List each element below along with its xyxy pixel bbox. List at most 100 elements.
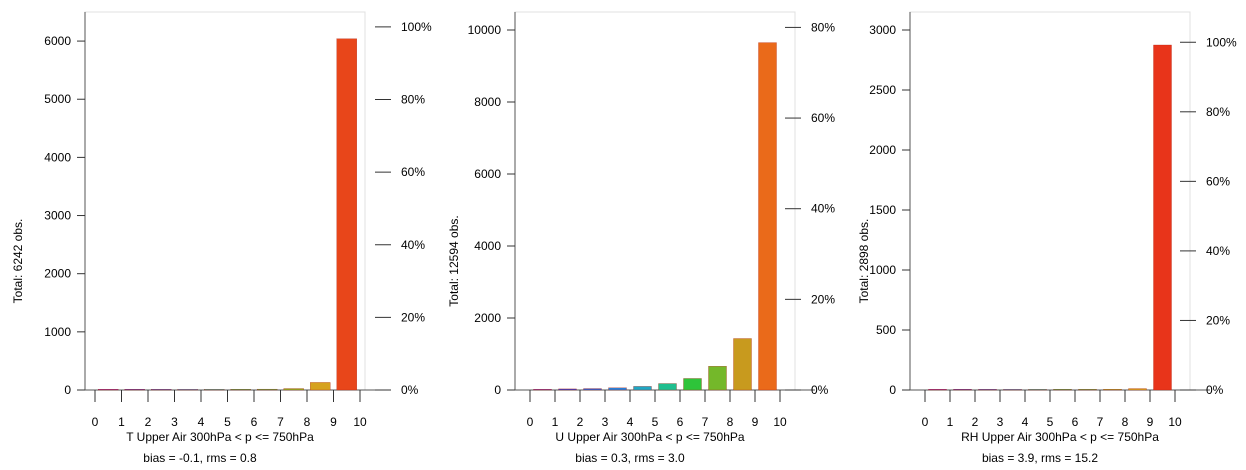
x-tick-label: 9 <box>752 415 759 429</box>
right-tick-label: 20% <box>401 310 425 324</box>
x-tick-label: 0 <box>922 415 929 429</box>
left-tick-label: 0 <box>494 383 501 397</box>
bar-4 <box>204 389 225 391</box>
left-tick-label: 10000 <box>468 23 502 37</box>
right-tick-label: 60% <box>401 165 425 179</box>
x-tick-label: 2 <box>577 415 584 429</box>
caption-stats: bias = -0.1, rms = 0.8 <box>143 451 257 465</box>
right-tick-label: 60% <box>811 111 835 125</box>
caption-stats: bias = 3.9, rms = 15.2 <box>982 451 1098 465</box>
right-tick-label: 40% <box>401 238 425 252</box>
right-tick-label: 0% <box>1206 383 1224 397</box>
y-axis-label: Total: 12594 obs. <box>447 215 461 306</box>
bar-6 <box>683 378 702 391</box>
x-tick-label: 1 <box>947 415 954 429</box>
bar-9 <box>1153 44 1172 391</box>
bar-9 <box>336 38 357 391</box>
x-tick-label: 1 <box>552 415 559 429</box>
left-tick-label: 6000 <box>474 167 501 181</box>
x-tick-label: 4 <box>627 415 634 429</box>
right-tick-label: 80% <box>401 93 425 107</box>
x-tick-label: 5 <box>1047 415 1054 429</box>
y-axis-label: Total: 2898 obs. <box>857 219 871 304</box>
left-tick-label: 1500 <box>869 203 896 217</box>
bar-2 <box>151 389 172 391</box>
x-tick-label: 1 <box>118 415 125 429</box>
plot-frame <box>514 11 796 391</box>
right-tick-label: 0% <box>811 383 829 397</box>
caption-variable: U Upper Air 300hPa < p <= 750hPa <box>555 430 744 444</box>
x-tick-label: 3 <box>602 415 609 429</box>
bar-7 <box>1103 389 1122 391</box>
bar-3 <box>1003 389 1022 391</box>
bar-2 <box>978 389 997 391</box>
left-tick-label: 0 <box>889 383 896 397</box>
bar-5 <box>1053 389 1072 391</box>
bar-6 <box>1078 389 1097 391</box>
right-tick-label: 40% <box>1206 244 1230 258</box>
x-tick-label: 3 <box>171 415 178 429</box>
x-tick-label: 4 <box>1022 415 1029 429</box>
right-tick-label: 80% <box>811 20 835 34</box>
right-tick-label: 60% <box>1206 174 1230 188</box>
left-tick-label: 3000 <box>869 23 896 37</box>
x-tick-label: 8 <box>1122 415 1129 429</box>
bar-9 <box>758 42 777 391</box>
x-tick-label: 9 <box>1147 415 1154 429</box>
bar-7 <box>708 366 727 391</box>
right-tick-label: 100% <box>1206 35 1237 49</box>
left-tick-label: 4000 <box>474 239 501 253</box>
left-tick-label: 6000 <box>44 34 71 48</box>
bar-1 <box>953 389 972 391</box>
chart-panel-3: 0500100015002000250030000%20%40%60%80%10… <box>857 11 1237 465</box>
x-tick-label: 5 <box>652 415 659 429</box>
bar-5 <box>230 389 251 391</box>
right-tick-label: 0% <box>401 383 419 397</box>
plot-frame <box>84 11 366 391</box>
bar-8 <box>1128 388 1147 391</box>
left-tick-label: 5000 <box>44 92 71 106</box>
x-tick-label: 3 <box>997 415 1004 429</box>
caption-stats: bias = 0.3, rms = 3.0 <box>575 451 685 465</box>
bar-0 <box>928 389 947 391</box>
caption-variable: RH Upper Air 300hPa < p <= 750hPa <box>961 430 1159 444</box>
left-tick-label: 3000 <box>44 209 71 223</box>
bar-1 <box>124 389 145 391</box>
left-tick-label: 1000 <box>44 325 71 339</box>
bar-0 <box>533 389 552 391</box>
left-tick-label: 1000 <box>869 263 896 277</box>
x-tick-label: 4 <box>198 415 205 429</box>
bar-2 <box>583 388 602 391</box>
right-tick-label: 20% <box>811 292 835 306</box>
right-tick-label: 100% <box>401 20 432 34</box>
left-tick-label: 2000 <box>44 267 71 281</box>
x-tick-label: 0 <box>527 415 534 429</box>
left-tick-label: 500 <box>876 323 896 337</box>
left-tick-label: 2000 <box>869 143 896 157</box>
bar-6 <box>257 388 278 391</box>
left-tick-label: 2000 <box>474 311 501 325</box>
x-tick-label: 5 <box>224 415 231 429</box>
left-tick-label: 0 <box>64 383 71 397</box>
x-tick-label: 9 <box>330 415 337 429</box>
chart-panel-2: 0 2000 4000 6000 8000 10000 0% 20% 40% 60% 80% 0 1 2 3… <box>447 11 835 465</box>
x-tick-label: 10 <box>353 415 367 429</box>
left-tick-label: 4000 <box>44 150 71 164</box>
bar-7 <box>283 388 304 391</box>
bar-8 <box>733 338 752 391</box>
x-tick-label: 6 <box>1072 415 1079 429</box>
bar-4 <box>633 386 652 391</box>
caption-variable: T Upper Air 300hPa < p <= 750hPa <box>126 430 314 444</box>
bar-8 <box>310 382 331 391</box>
plot-frame <box>909 11 1191 391</box>
bar-1 <box>558 388 577 391</box>
x-tick-label: 7 <box>277 415 284 429</box>
bar-3 <box>177 389 198 391</box>
chart-panel-1: 0 1000 2000 3000 4000 5000 6000 0% 20% 40% 60% 80% 1… <box>11 11 432 465</box>
x-tick-label: 10 <box>1168 415 1182 429</box>
x-tick-label: 0 <box>92 415 99 429</box>
x-tick-label: 8 <box>304 415 311 429</box>
right-tick-label: 80% <box>1206 105 1230 119</box>
x-tick-label: 7 <box>702 415 709 429</box>
